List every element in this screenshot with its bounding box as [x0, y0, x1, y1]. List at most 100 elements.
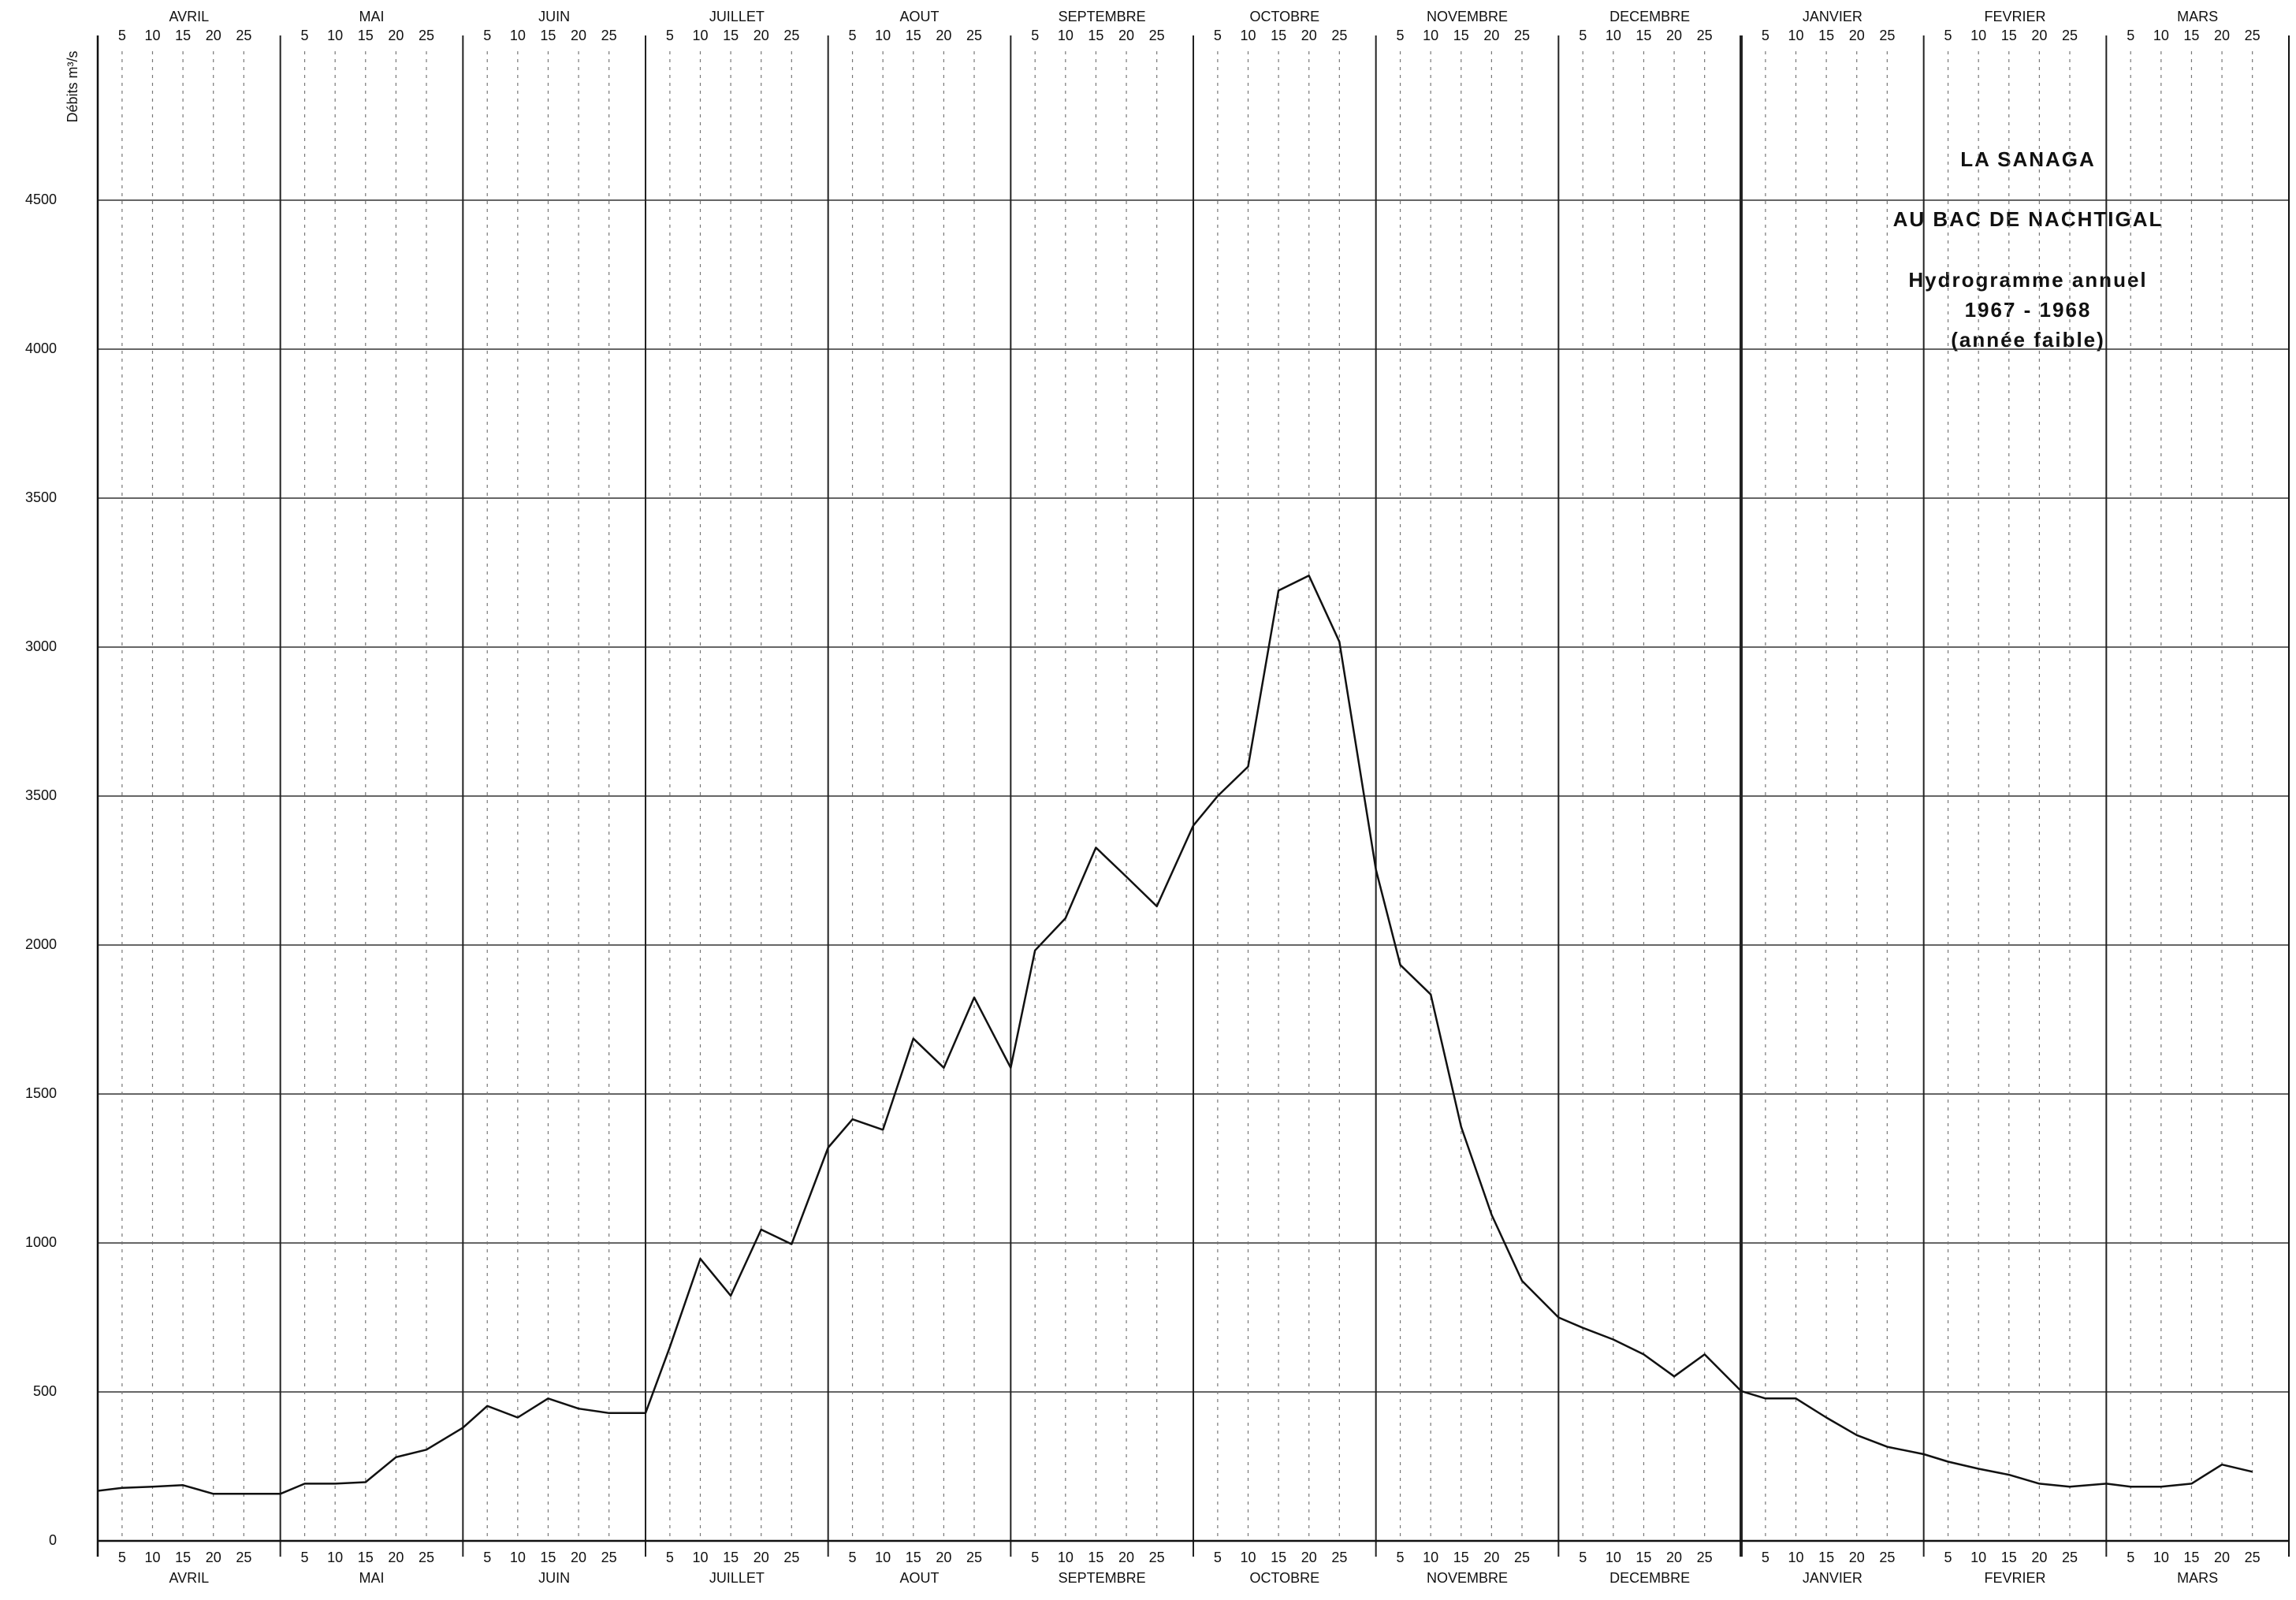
x-tick-label: 20 — [388, 1550, 404, 1565]
x-tick-label: 5 — [849, 28, 857, 43]
month-label: JUIN — [538, 1570, 570, 1586]
x-tick-label: 5 — [2127, 1550, 2134, 1565]
x-tick-label: 10 — [1240, 1550, 1256, 1565]
x-tick-label: 10 — [1970, 1550, 1986, 1565]
x-tick-label: 10 — [327, 28, 343, 43]
month-label: JUILLET — [709, 9, 765, 24]
x-tick-label: 15 — [358, 1550, 374, 1565]
y-tick-label: 3000 — [25, 638, 57, 654]
x-tick-label: 25 — [2062, 1550, 2078, 1565]
month-label: DECEMBRE — [1609, 1570, 1690, 1586]
x-tick-label: 15 — [1818, 28, 1834, 43]
x-tick-label: 20 — [1118, 28, 1134, 43]
x-tick-label: 10 — [1788, 28, 1803, 43]
month-label: NOVEMBRE — [1427, 1570, 1508, 1586]
x-tick-label: 15 — [2183, 28, 2199, 43]
month-label: JANVIER — [1803, 9, 1862, 24]
x-tick-label: 25 — [1149, 1550, 1165, 1565]
month-label: MAI — [359, 1570, 384, 1586]
month-label: OCTOBRE — [1249, 1570, 1319, 1586]
x-tick-label: 5 — [301, 1550, 309, 1565]
x-tick-label: 25 — [1149, 28, 1165, 43]
x-tick-label: 25 — [1879, 28, 1895, 43]
x-tick-label: 20 — [206, 28, 221, 43]
month-label: AVRIL — [169, 1570, 209, 1586]
x-tick-label: 25 — [966, 28, 982, 43]
x-tick-label: 10 — [327, 1550, 343, 1565]
x-tick-label: 20 — [1301, 28, 1317, 43]
x-tick-label: 15 — [1453, 1550, 1469, 1565]
x-tick-label: 15 — [2001, 1550, 2017, 1565]
y-tick-label: 500 — [33, 1383, 57, 1399]
x-tick-label: 10 — [1788, 1550, 1803, 1565]
month-label: MAI — [359, 9, 384, 24]
chart-title: LA SANAGA — [1960, 147, 2096, 171]
x-tick-label: 20 — [1849, 28, 1865, 43]
x-tick-label: 5 — [1031, 28, 1039, 43]
x-tick-label: 25 — [966, 1550, 982, 1565]
x-tick-label: 5 — [849, 1550, 857, 1565]
x-tick-label: 20 — [1483, 28, 1499, 43]
chart-subtitle: AU BAC DE NACHTIGAL — [1893, 207, 2164, 231]
y-tick-label: 4500 — [25, 192, 57, 207]
x-tick-label: 15 — [175, 28, 191, 43]
x-tick-label: 15 — [2183, 1550, 2199, 1565]
x-tick-label: 25 — [1697, 1550, 1713, 1565]
y-tick-label: 4000 — [25, 340, 57, 356]
x-tick-label: 25 — [236, 28, 251, 43]
x-tick-label: 10 — [2153, 28, 2169, 43]
x-tick-label: 10 — [875, 28, 891, 43]
x-tick-label: 10 — [510, 1550, 526, 1565]
x-tick-label: 20 — [754, 1550, 769, 1565]
x-tick-label: 20 — [2214, 1550, 2230, 1565]
x-tick-label: 5 — [1397, 1550, 1405, 1565]
month-label: NOVEMBRE — [1427, 9, 1508, 24]
x-tick-label: 15 — [1088, 28, 1103, 43]
x-tick-label: 20 — [2031, 28, 2047, 43]
x-tick-label: 5 — [1031, 1550, 1039, 1565]
x-tick-label: 5 — [1214, 28, 1222, 43]
x-tick-label: 25 — [1514, 1550, 1530, 1565]
x-tick-label: 15 — [175, 1550, 191, 1565]
x-tick-label: 15 — [1271, 1550, 1286, 1565]
x-tick-label: 20 — [936, 28, 951, 43]
x-tick-label: 10 — [692, 1550, 708, 1565]
x-tick-label: 5 — [666, 1550, 674, 1565]
x-tick-label: 5 — [118, 28, 126, 43]
y-tick-label: 1000 — [25, 1234, 57, 1250]
x-tick-label: 15 — [723, 28, 739, 43]
x-tick-label: 25 — [419, 28, 434, 43]
x-tick-label: 25 — [1514, 28, 1530, 43]
x-tick-label: 5 — [1762, 1550, 1769, 1565]
x-tick-label: 25 — [1879, 1550, 1895, 1565]
month-label: AVRIL — [169, 9, 209, 24]
x-tick-label: 20 — [2031, 1550, 2047, 1565]
x-tick-label: 25 — [236, 1550, 251, 1565]
month-label: JUIN — [538, 9, 570, 24]
x-tick-label: 15 — [1453, 28, 1469, 43]
x-tick-label: 10 — [510, 28, 526, 43]
x-tick-label: 25 — [783, 1550, 799, 1565]
x-tick-label: 15 — [2001, 28, 2017, 43]
x-tick-label: 25 — [783, 28, 799, 43]
annotation: 1967 - 1968 — [1965, 298, 2092, 322]
x-tick-label: 20 — [2214, 28, 2230, 43]
x-tick-label: 10 — [2153, 1550, 2169, 1565]
month-label: MARS — [2177, 9, 2218, 24]
x-tick-label: 15 — [723, 1550, 739, 1565]
x-tick-label: 15 — [1271, 28, 1286, 43]
x-tick-label: 15 — [1818, 1550, 1834, 1565]
x-tick-label: 15 — [358, 28, 374, 43]
month-label: FEVRIER — [1984, 9, 2045, 24]
x-tick-label: 10 — [1423, 28, 1438, 43]
x-tick-label: 5 — [1214, 1550, 1222, 1565]
y-tick-label: 3500 — [25, 787, 57, 803]
x-tick-label: 10 — [1970, 28, 1986, 43]
x-tick-label: 10 — [1423, 1550, 1438, 1565]
x-tick-label: 15 — [906, 1550, 921, 1565]
month-label: MARS — [2177, 1570, 2218, 1586]
x-tick-label: 25 — [2062, 28, 2078, 43]
x-tick-label: 10 — [1058, 28, 1074, 43]
